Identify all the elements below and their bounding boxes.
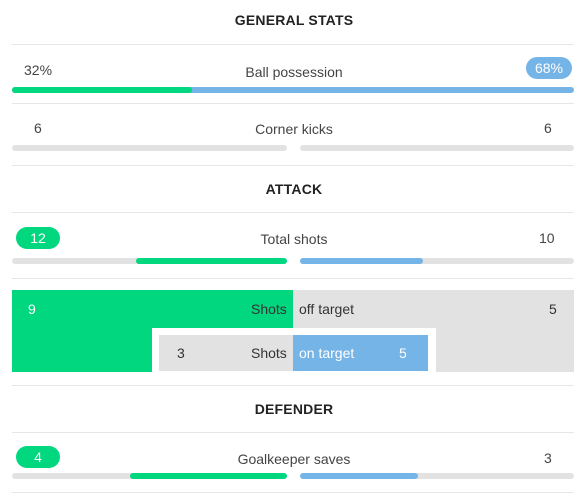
on-target-label-right: on target	[299, 345, 355, 361]
off-target-home-value: 9	[28, 301, 36, 317]
divider	[12, 432, 574, 433]
section-header-attack: ATTACK	[265, 181, 323, 197]
possession-label: Ball possession	[245, 64, 343, 80]
total-shots-label: Total shots	[260, 231, 328, 247]
on-target-label-left: Shots	[251, 345, 287, 361]
corners-away-value: 6	[544, 120, 552, 136]
possession-home-fill	[12, 87, 192, 93]
total-shots-home-fill	[136, 258, 287, 264]
divider	[12, 44, 574, 45]
corners-label: Corner kicks	[255, 121, 333, 137]
goalkeeper-saves-home-fill	[130, 473, 287, 479]
on-target-home-area	[159, 335, 293, 371]
divider	[12, 212, 574, 213]
corners-home-bar	[12, 145, 287, 151]
goalkeeper-saves-home-badge: 4	[16, 446, 60, 468]
total-shots-home-badge: 12	[16, 227, 60, 249]
possession-home-value: 32%	[24, 62, 53, 78]
goalkeeper-saves-away-bar	[300, 473, 574, 479]
total-shots-away-fill	[300, 258, 423, 264]
on-target-home-value: 3	[177, 345, 185, 361]
goalkeeper-saves-away-fill	[300, 473, 418, 479]
total-shots-home-bar	[12, 258, 287, 264]
off-target-away-value: 5	[549, 301, 557, 317]
possession-away-badge: 68%	[526, 57, 572, 79]
divider	[12, 103, 574, 104]
goalkeeper-saves-home-bar	[12, 473, 287, 479]
goalkeeper-saves-away-value: 3	[544, 450, 552, 466]
section-header-defender: DEFENDER	[254, 401, 334, 417]
total-shots-away-bar	[300, 258, 574, 264]
off-target-label-right: off target	[299, 301, 355, 317]
goalkeeper-saves-label: Goalkeeper saves	[237, 451, 351, 467]
on-target-away-area	[293, 335, 428, 371]
possession-bar	[12, 87, 574, 93]
divider	[12, 278, 574, 279]
off-target-label-left: Shots	[251, 301, 287, 317]
divider	[12, 492, 574, 493]
corners-away-bar	[300, 145, 574, 151]
section-header-general: GENERAL STATS	[234, 12, 354, 28]
corners-home-value: 6	[34, 120, 42, 136]
on-target-away-value: 5	[399, 345, 407, 361]
total-shots-away-value: 10	[539, 230, 555, 246]
divider	[12, 385, 574, 386]
divider	[12, 165, 574, 166]
